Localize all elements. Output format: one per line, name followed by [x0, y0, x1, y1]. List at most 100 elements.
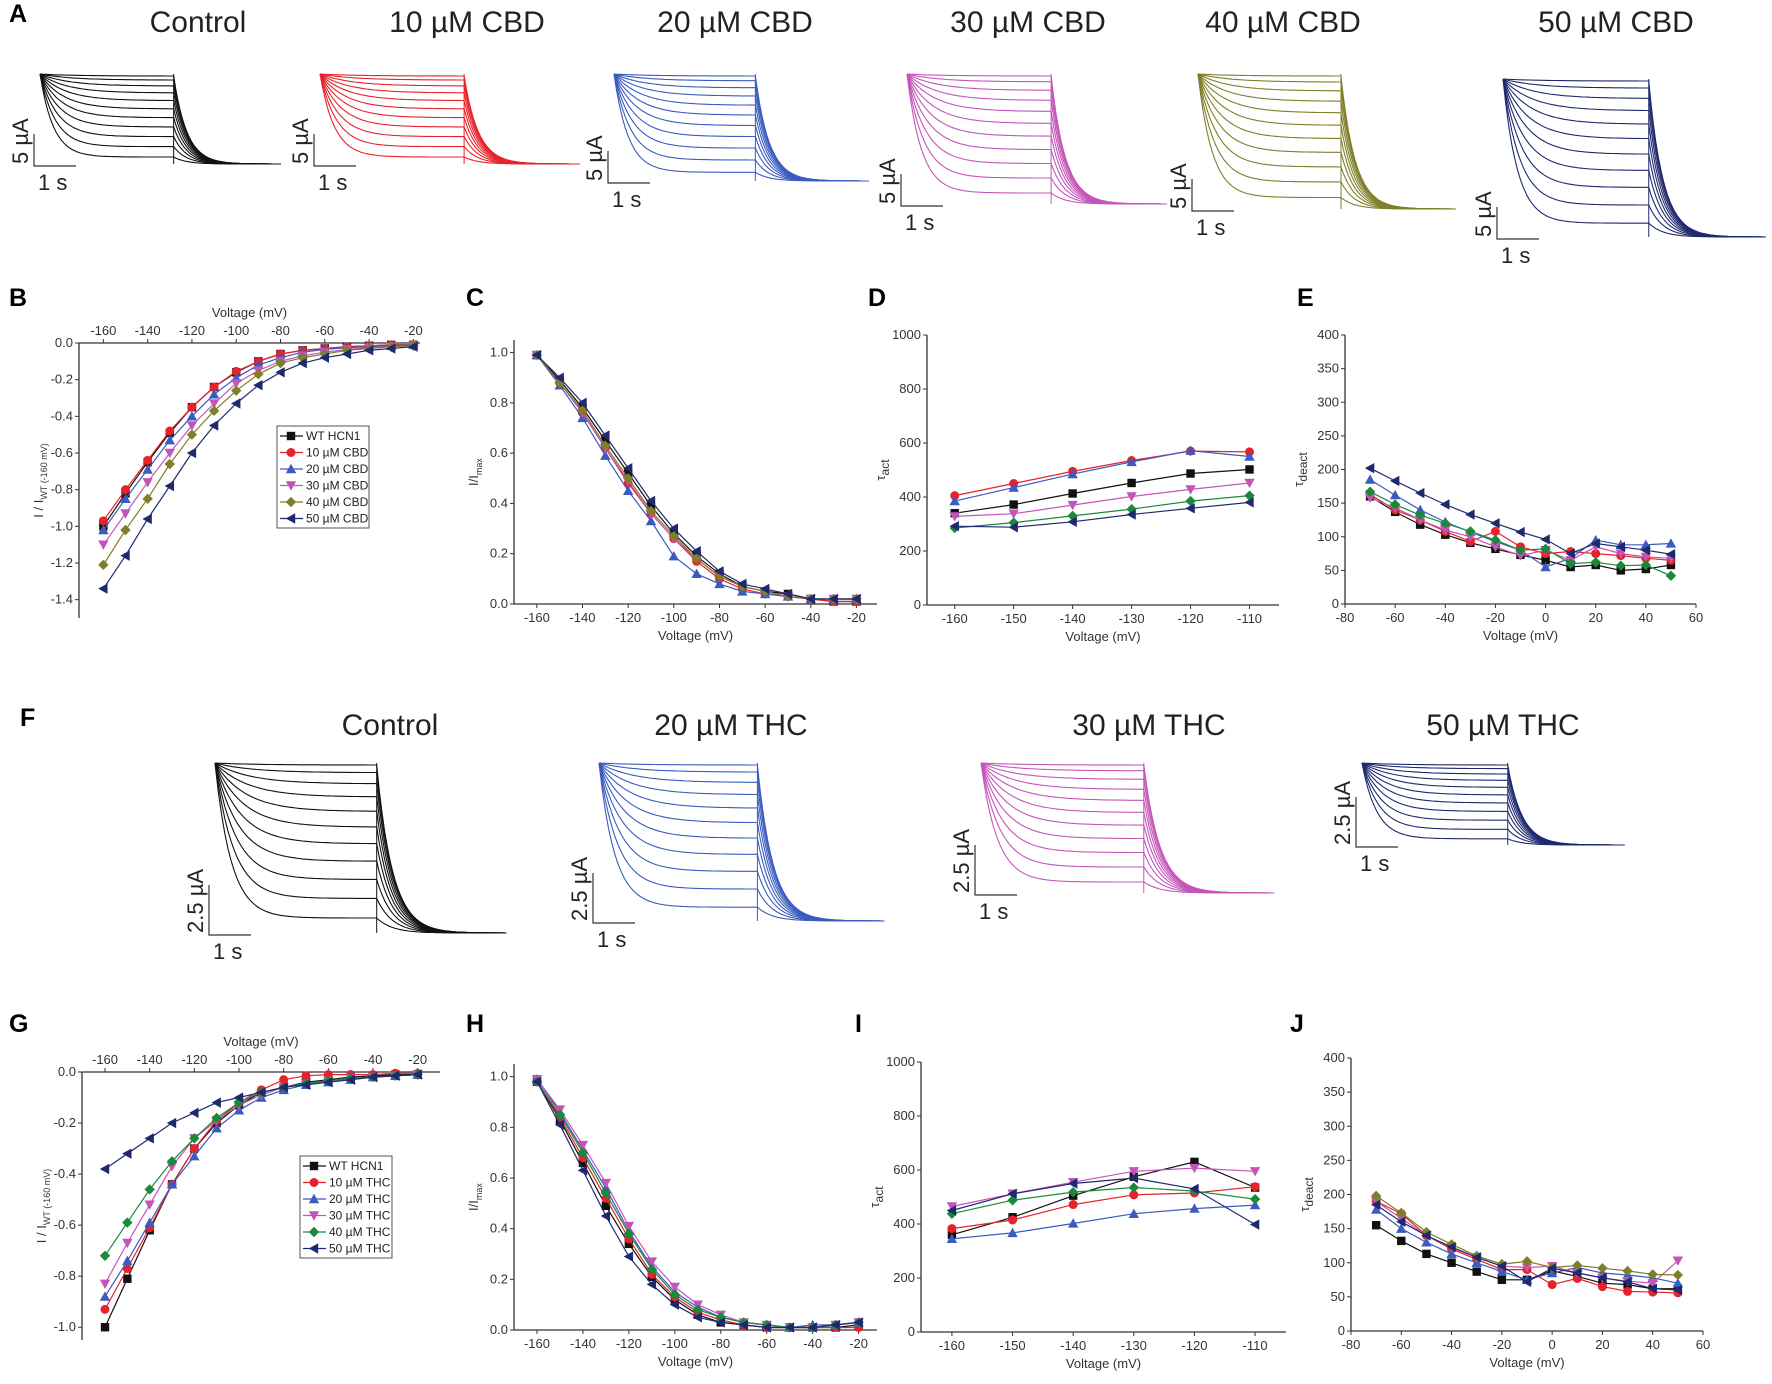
y-tick-label: 300: [1317, 394, 1339, 409]
current-trace: [1197, 73, 1456, 210]
data-point: [285, 496, 297, 508]
y-tick-label: 200: [893, 1270, 915, 1285]
data-point: [1067, 468, 1078, 479]
data-point: [98, 524, 109, 535]
y-tick-label: 150: [1323, 1221, 1345, 1236]
data-point: [1541, 556, 1550, 565]
data-point: [122, 1238, 133, 1249]
data-point: [1128, 1167, 1140, 1177]
data-point: [1189, 1183, 1199, 1195]
y-tick-label: 0: [1338, 1323, 1345, 1338]
data-point: [1440, 518, 1451, 529]
current-trace: [980, 762, 1275, 894]
data-point: [1446, 1241, 1456, 1253]
data-point: [1007, 1195, 1018, 1206]
y-axis-label-sub: max: [474, 1183, 484, 1201]
data-point: [1640, 559, 1652, 571]
data-point: [309, 1161, 319, 1171]
trace-panel: Control 5 µA1 s: [8, 6, 281, 195]
data-point: [1245, 465, 1254, 474]
y-tick-label: -0.4: [51, 408, 73, 423]
y-tick-label: -0.8: [51, 482, 73, 497]
data-point: [186, 421, 198, 431]
scale-bar-time-label: 1 s: [1360, 851, 1389, 876]
y-axis-label-main: τ: [873, 475, 888, 481]
scale-bar: [33, 134, 76, 167]
y-tick-label: -0.4: [54, 1166, 76, 1181]
data-point: [164, 480, 174, 492]
x-tick-label: -40: [1442, 1337, 1461, 1352]
data-point: [622, 463, 633, 474]
data-point: [623, 1221, 635, 1232]
data-point: [308, 1243, 319, 1254]
data-point: [309, 1178, 319, 1187]
data-point: [412, 1069, 422, 1080]
data-point: [1440, 499, 1450, 510]
data-point: [714, 566, 724, 577]
data-point: [1540, 561, 1551, 572]
series-line: [951, 1177, 1256, 1226]
scale-bar-current-label: 5 µA: [875, 158, 900, 204]
data-point: [1565, 558, 1576, 569]
y-tick-label: 0.6: [490, 1170, 508, 1185]
data-point: [1128, 1172, 1139, 1184]
x-tick-label: -140: [1060, 1338, 1086, 1353]
scale-bar-time-label: 1 s: [979, 899, 1008, 924]
data-point: [231, 398, 241, 409]
scale-bar-current-label: 5 µA: [1471, 191, 1496, 237]
data-point: [1472, 1267, 1481, 1276]
series-line: [954, 501, 1250, 528]
chart-panel-H: -160 -140 -120 -100 -80 -60 -40 -20 0.0 0.2 0.4 0.6…: [466, 1064, 877, 1369]
data-point: [186, 447, 197, 459]
x-axis-label: Voltage (mV): [1065, 629, 1140, 644]
x-axis-label: Voltage (mV): [1483, 628, 1558, 643]
data-point: [1623, 1286, 1633, 1296]
data-point: [256, 1087, 266, 1098]
data-point: [164, 434, 175, 445]
data-point: [646, 1264, 658, 1275]
x-tick-label: 0: [1549, 1337, 1556, 1352]
data-point: [1540, 543, 1551, 555]
data-point: [1129, 1190, 1139, 1200]
trace-title: 40 µM CBD: [1205, 6, 1361, 39]
data-point: [600, 430, 610, 441]
scale-bar: [1191, 179, 1234, 212]
data-point: [144, 1133, 154, 1144]
data-point: [1126, 509, 1136, 520]
data-point: [231, 379, 242, 389]
data-point: [1490, 526, 1500, 536]
y-axis-label-main: I/I: [466, 1200, 481, 1211]
panel-letter-F: F: [20, 704, 35, 732]
data-point: [1126, 503, 1137, 515]
legend-label: WT HCN1: [329, 1159, 384, 1173]
current-trace: [214, 762, 507, 934]
data-point: [624, 1239, 634, 1249]
current-trace: [598, 762, 885, 922]
data-point: [577, 1147, 589, 1158]
data-point: [1597, 1263, 1608, 1274]
series-line: [536, 1081, 859, 1329]
data-point: [715, 1317, 725, 1328]
x-tick-label: 60: [1689, 610, 1703, 625]
trace-title: 20 µM THC: [654, 709, 807, 742]
data-point: [1389, 489, 1401, 500]
data-point: [1615, 541, 1625, 553]
data-point: [208, 420, 219, 431]
data-point: [645, 515, 657, 526]
x-tick-label: -60: [1392, 1337, 1411, 1352]
y-tick-label: 200: [1317, 462, 1339, 477]
y-tick-label: -0.2: [54, 1115, 76, 1130]
data-point: [646, 1257, 658, 1267]
x-tick-label: -80: [710, 610, 729, 625]
data-point: [164, 458, 175, 470]
data-point: [1440, 525, 1451, 536]
data-point: [231, 385, 242, 396]
scale-bar-time-label: 1 s: [38, 170, 67, 195]
y-axis-label: τact: [873, 459, 892, 481]
scale-bar-current-label: 2.5 µA: [567, 857, 592, 921]
data-point: [142, 513, 152, 525]
data-point: [120, 550, 130, 561]
data-point: [1396, 1216, 1406, 1227]
data-point: [600, 1188, 612, 1199]
series-line: [954, 495, 1250, 529]
